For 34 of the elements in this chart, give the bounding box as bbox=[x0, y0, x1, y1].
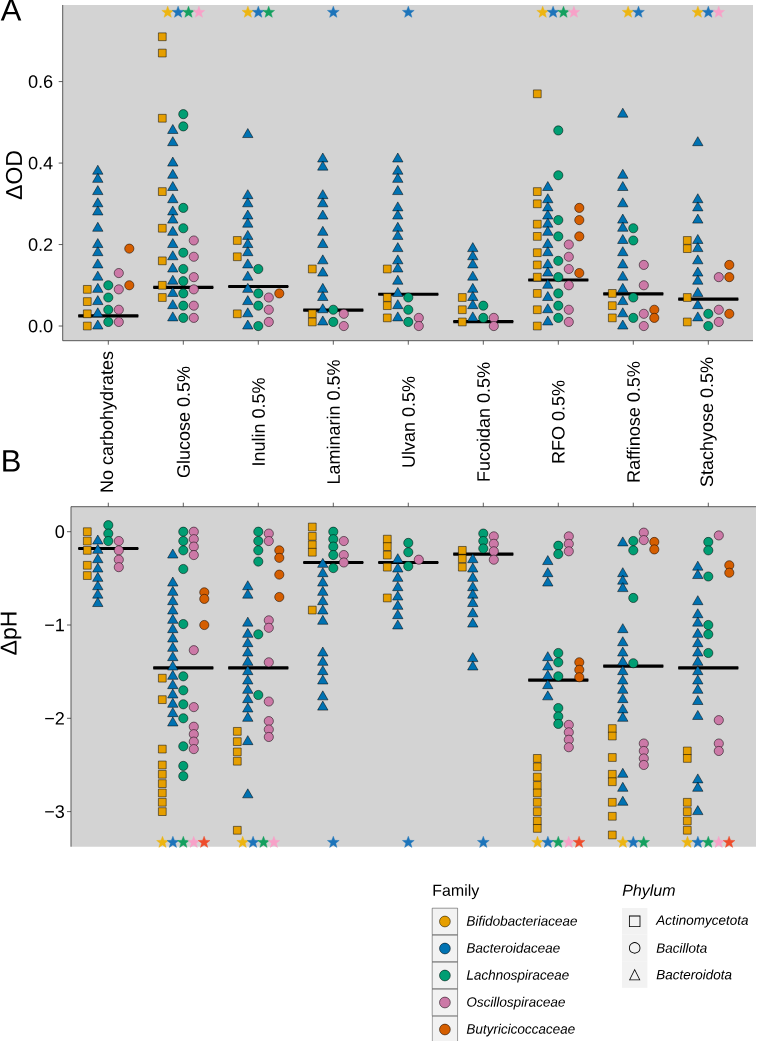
legend-label: Bacteroidaceae bbox=[466, 942, 560, 953]
legend-label: Butyricicoccaceae bbox=[466, 1023, 575, 1037]
y-tick-label: 0 bbox=[55, 525, 65, 539]
text: Bacteroidota bbox=[656, 969, 732, 980]
x-tick-label: Glucose 0.5% bbox=[176, 366, 190, 478]
legend-title: Family bbox=[433, 884, 480, 900]
x-tick-label: RFO 0.5% bbox=[551, 380, 565, 463]
y-tick-label: −1 bbox=[45, 618, 64, 632]
y-tick-label: −3 bbox=[45, 805, 65, 818]
y-tick-label: 0.2 bbox=[28, 238, 53, 251]
y-axis-title: ΔOD bbox=[5, 151, 23, 200]
x-tick-label: Fucoidan 0.5% bbox=[476, 362, 490, 481]
x-tick-label: Stachyose 0.5% bbox=[699, 357, 717, 487]
x-tick-label: Laminarin 0.5% bbox=[326, 360, 340, 484]
x-tick-label: Raffinose 0.5% bbox=[626, 361, 640, 482]
y-tick-label: 0.4 bbox=[28, 156, 53, 170]
legend-label: Lachnospiraceae bbox=[466, 969, 569, 983]
y-tick-label: 0.6 bbox=[28, 75, 53, 88]
y-tick-label: −2 bbox=[45, 712, 64, 725]
text: △ bbox=[628, 968, 641, 981]
x-tick-label: No carbohydrates bbox=[99, 351, 117, 492]
text: Actinomycetota bbox=[655, 915, 749, 928]
text: □ bbox=[628, 915, 641, 928]
text: ○ bbox=[628, 942, 641, 954]
y-tick-label: 0.0 bbox=[28, 319, 53, 333]
legend-label: Bifidobacteriaceae bbox=[466, 915, 577, 926]
text: Bacillota bbox=[656, 942, 707, 953]
y-axis-title: ΔpH bbox=[0, 612, 22, 655]
legend-label: Oscillospiraceae bbox=[467, 996, 565, 1010]
x-tick-label: Ulvan 0.5% bbox=[401, 376, 415, 467]
text: Phylum bbox=[622, 884, 675, 900]
chart-title: B bbox=[3, 450, 20, 472]
chart-title: A bbox=[0, 0, 22, 21]
x-tick-label: Inulin 0.5% bbox=[251, 378, 265, 465]
